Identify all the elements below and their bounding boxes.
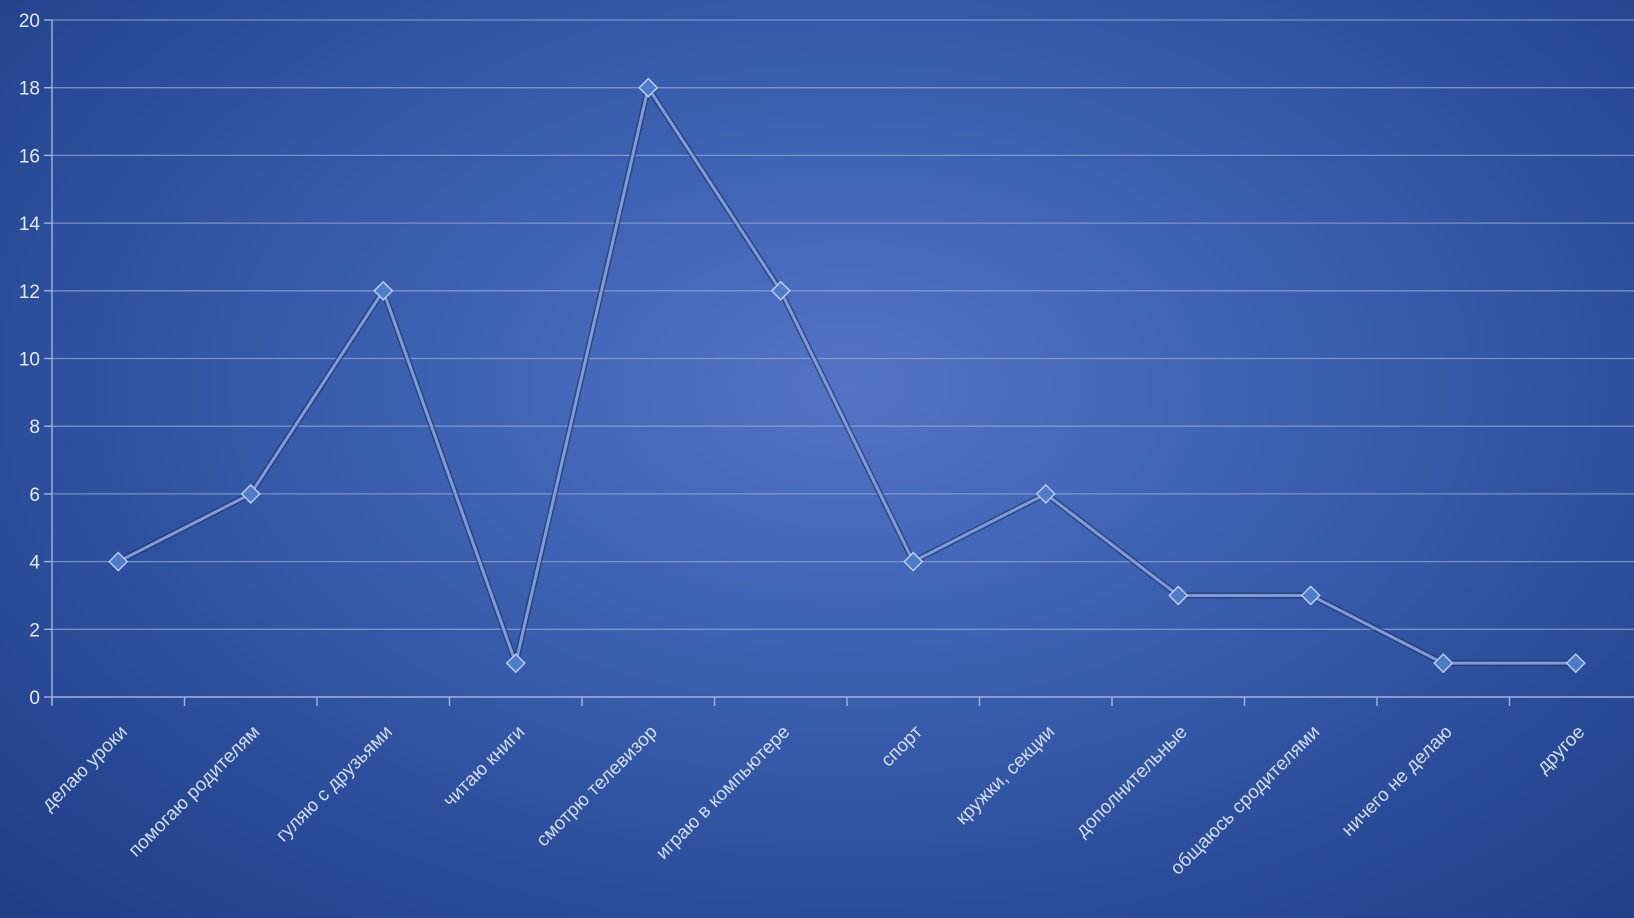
data-point-marker — [638, 77, 659, 98]
x-tick-label: помогаю родителям — [125, 722, 265, 862]
y-tick-label: 0 — [29, 688, 40, 709]
x-tick-label: дополнительные — [1072, 722, 1192, 842]
y-tick-label: 16 — [19, 146, 40, 167]
data-point-marker — [770, 280, 791, 301]
data-point-marker — [1565, 653, 1586, 674]
y-tick-label: 4 — [29, 553, 40, 574]
x-tick-label: другое — [1533, 722, 1589, 778]
x-tick-label: спорт — [877, 721, 927, 771]
x-tick-label: ничего не делаю — [1338, 722, 1457, 841]
x-tick-label: общаюсь сродителями — [1167, 722, 1325, 880]
data-point-marker — [373, 280, 394, 301]
y-tick-label: 10 — [19, 350, 40, 371]
data-point-marker — [108, 551, 129, 572]
series — [108, 77, 1586, 674]
x-tick-label: гуляю с друзьями — [272, 722, 397, 847]
y-axis-tick-labels: 0 2 4 6 8 10 12 14 16 18 20 — [19, 11, 41, 709]
y-tick-label: 14 — [19, 214, 41, 235]
y-tick-label: 18 — [19, 79, 40, 100]
gridlines — [52, 19, 1634, 630]
data-point-marker — [1035, 483, 1056, 504]
x-tick-label: кружки, секции — [952, 722, 1060, 830]
data-point-marker — [903, 551, 924, 572]
axes — [44, 19, 1634, 706]
x-tick-label: делаю уроки — [38, 722, 132, 816]
y-tick-label: 12 — [19, 282, 40, 303]
data-point-marker — [1300, 585, 1321, 606]
y-tick-label: 8 — [29, 417, 40, 438]
data-point-marker — [240, 483, 261, 504]
data-point-marker — [1433, 653, 1454, 674]
y-tick-label: 2 — [29, 620, 40, 641]
y-tick-label: 6 — [29, 485, 40, 506]
x-tick-label: смотрю телевизор — [532, 722, 661, 851]
series-line — [117, 86, 1576, 665]
data-point-marker — [505, 653, 526, 674]
x-tick-label: читаю книги — [439, 722, 529, 812]
y-tick-label: 20 — [19, 11, 40, 32]
data-point-marker — [1168, 585, 1189, 606]
series-line-shadow — [116, 84, 1576, 667]
x-tick-label: играю в компьютере — [652, 722, 794, 864]
